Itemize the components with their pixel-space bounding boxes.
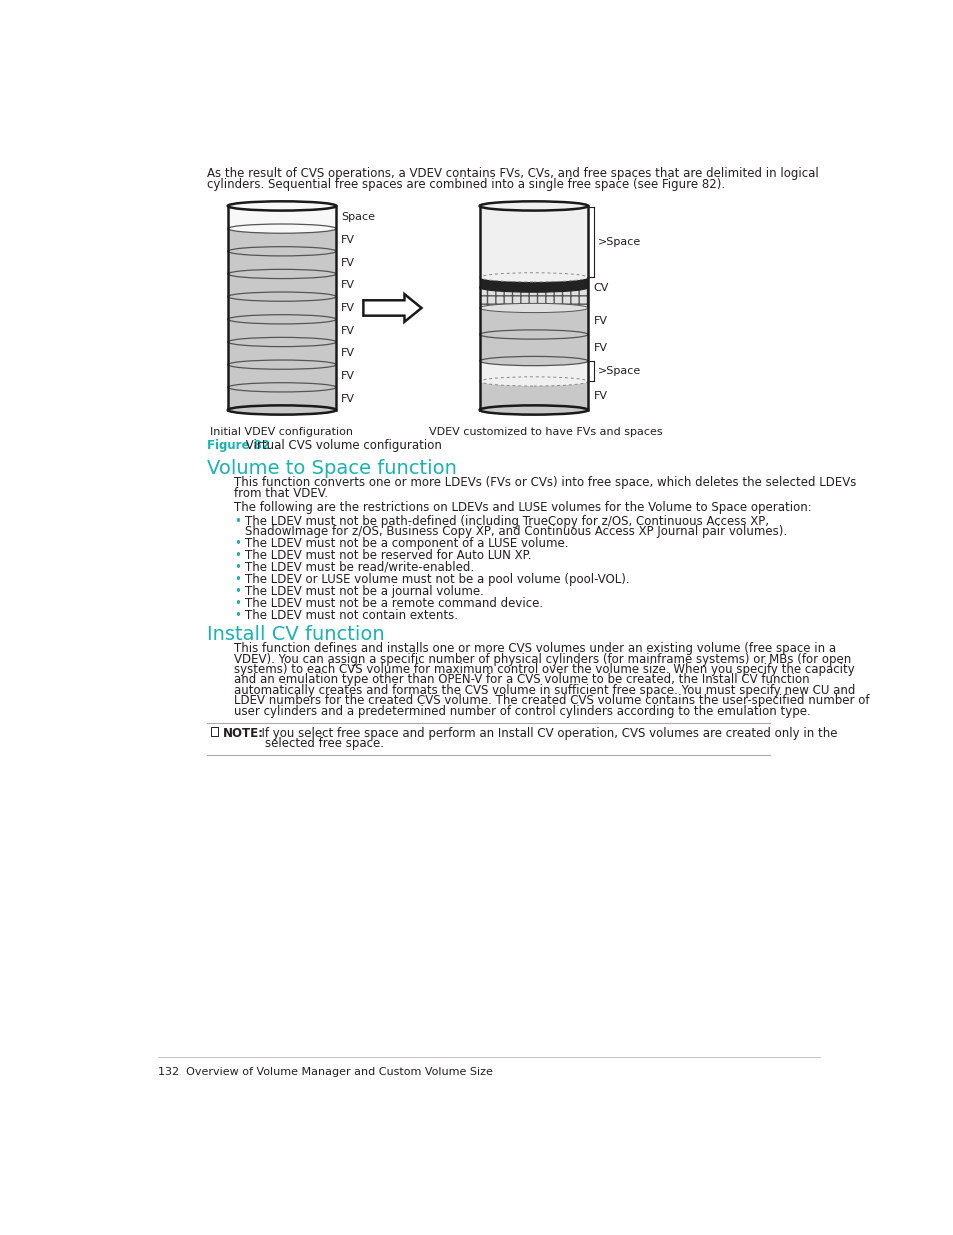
Text: and an emulation type other than OPEN-V for a CVS volume to be created, the Inst: and an emulation type other than OPEN-V … — [233, 673, 809, 687]
Text: FV: FV — [340, 348, 355, 358]
Ellipse shape — [228, 383, 335, 391]
Text: •: • — [233, 585, 240, 598]
Ellipse shape — [228, 201, 335, 211]
Ellipse shape — [479, 273, 587, 282]
Text: >Space: >Space — [597, 367, 640, 377]
Text: FV: FV — [340, 370, 355, 380]
Text: VDEV). You can assign a specific number of physical cylinders (for mainframe sys: VDEV). You can assign a specific number … — [233, 652, 850, 666]
Ellipse shape — [228, 315, 335, 324]
Ellipse shape — [479, 357, 587, 366]
Text: •: • — [233, 515, 240, 527]
Ellipse shape — [479, 377, 587, 387]
Text: •: • — [233, 537, 240, 550]
Text: •: • — [233, 597, 240, 610]
Text: Space: Space — [340, 212, 375, 222]
Text: FV: FV — [340, 258, 355, 268]
Text: This function defines and installs one or more CVS volumes under an existing vol: This function defines and installs one o… — [233, 642, 835, 656]
Ellipse shape — [228, 361, 335, 369]
Text: If you select free space and perform an Install CV operation, CVS volumes are cr: If you select free space and perform an … — [253, 726, 837, 740]
Ellipse shape — [479, 201, 587, 211]
FancyArrow shape — [363, 294, 421, 322]
Text: FV: FV — [340, 326, 355, 336]
Text: •: • — [233, 609, 240, 621]
Bar — [479, 278, 587, 288]
Ellipse shape — [479, 330, 587, 340]
Bar — [228, 296, 335, 320]
Bar — [228, 251, 335, 274]
Text: selected free space.: selected free space. — [265, 737, 383, 750]
Ellipse shape — [228, 405, 335, 415]
Text: •: • — [233, 561, 240, 574]
Text: Volume to Space function: Volume to Space function — [207, 459, 456, 478]
Text: CV: CV — [593, 283, 608, 293]
Text: ShadowImage for z/OS, Business Copy XP, and Continuous Access XP Journal pair vo: ShadowImage for z/OS, Business Copy XP, … — [245, 525, 786, 538]
Bar — [479, 288, 587, 308]
Text: The LDEV must not be reserved for Auto LUN XP.: The LDEV must not be reserved for Auto L… — [245, 550, 531, 562]
Text: from that VDEV.: from that VDEV. — [233, 487, 328, 500]
Text: The LDEV must not be a component of a LUSE volume.: The LDEV must not be a component of a LU… — [245, 537, 568, 550]
Ellipse shape — [479, 405, 587, 415]
Ellipse shape — [228, 405, 335, 415]
Text: FV: FV — [340, 235, 355, 245]
Text: Install CV function: Install CV function — [207, 625, 384, 645]
Bar — [228, 206, 335, 228]
Text: The LDEV must not be a remote command device.: The LDEV must not be a remote command de… — [245, 597, 542, 610]
Text: user cylinders and a predetermined number of control cylinders according to the : user cylinders and a predetermined numbe… — [233, 705, 810, 718]
Text: FV: FV — [593, 316, 607, 326]
Text: The following are the restrictions on LDEVs and LUSE volumes for the Volume to S: The following are the restrictions on LD… — [233, 501, 811, 514]
Text: The LDEV must not be a journal volume.: The LDEV must not be a journal volume. — [245, 585, 483, 598]
Ellipse shape — [479, 304, 587, 312]
Bar — [479, 382, 587, 410]
Text: >Space: >Space — [597, 237, 640, 247]
Text: •: • — [233, 573, 240, 585]
Bar — [479, 288, 587, 308]
Text: •: • — [233, 550, 240, 562]
Bar — [228, 364, 335, 388]
Text: This function converts one or more LDEVs (FVs or CVs) into free space, which del: This function converts one or more LDEVs… — [233, 477, 856, 489]
Ellipse shape — [228, 224, 335, 233]
Text: LDEV numbers for the created CVS volume. The created CVS volume contains the use: LDEV numbers for the created CVS volume.… — [233, 694, 868, 708]
Bar — [228, 228, 335, 251]
Text: Virtual CVS volume configuration: Virtual CVS volume configuration — [242, 440, 442, 452]
Bar — [211, 726, 218, 736]
Text: automatically creates and formats the CVS volume in sufficient free space. You m: automatically creates and formats the CV… — [233, 684, 855, 697]
Text: systems) to each CVS volume for maximum control over the volume size. When you s: systems) to each CVS volume for maximum … — [233, 663, 854, 676]
Text: 132  Overview of Volume Manager and Custom Volume Size: 132 Overview of Volume Manager and Custo… — [158, 1067, 493, 1077]
Bar — [479, 335, 587, 361]
Bar — [228, 342, 335, 364]
Ellipse shape — [228, 247, 335, 256]
Bar — [479, 308, 587, 335]
Ellipse shape — [228, 269, 335, 279]
Ellipse shape — [228, 201, 335, 211]
Ellipse shape — [479, 201, 587, 211]
Text: NOTE:: NOTE: — [223, 726, 264, 740]
Bar — [228, 388, 335, 410]
Ellipse shape — [228, 337, 335, 347]
Text: The LDEV must not contain extents.: The LDEV must not contain extents. — [245, 609, 457, 621]
Text: FV: FV — [593, 343, 607, 353]
Ellipse shape — [479, 283, 587, 293]
Text: VDEV customized to have FVs and spaces: VDEV customized to have FVs and spaces — [428, 427, 661, 437]
Text: FV: FV — [340, 303, 355, 312]
Text: The LDEV must be read/write-enabled.: The LDEV must be read/write-enabled. — [245, 561, 474, 574]
Text: The LDEV must not be path-defined (including TrueCopy for z/OS, Continuous Acces: The LDEV must not be path-defined (inclu… — [245, 515, 768, 527]
Text: FV: FV — [340, 280, 355, 290]
Text: FV: FV — [593, 390, 607, 400]
Text: Figure 82: Figure 82 — [207, 440, 270, 452]
Bar — [228, 274, 335, 296]
Text: Initial VDEV configuration: Initial VDEV configuration — [211, 427, 354, 437]
Bar — [479, 361, 587, 382]
Ellipse shape — [228, 291, 335, 301]
Text: The LDEV or LUSE volume must not be a pool volume (pool-VOL).: The LDEV or LUSE volume must not be a po… — [245, 573, 629, 585]
Text: As the result of CVS operations, a VDEV contains FVs, CVs, and free spaces that : As the result of CVS operations, a VDEV … — [207, 168, 818, 180]
Bar — [228, 320, 335, 342]
Bar — [479, 206, 587, 278]
Text: FV: FV — [340, 394, 355, 404]
Ellipse shape — [479, 405, 587, 415]
Text: cylinders. Sequential free spaces are combined into a single free space (see Fig: cylinders. Sequential free spaces are co… — [207, 178, 724, 191]
